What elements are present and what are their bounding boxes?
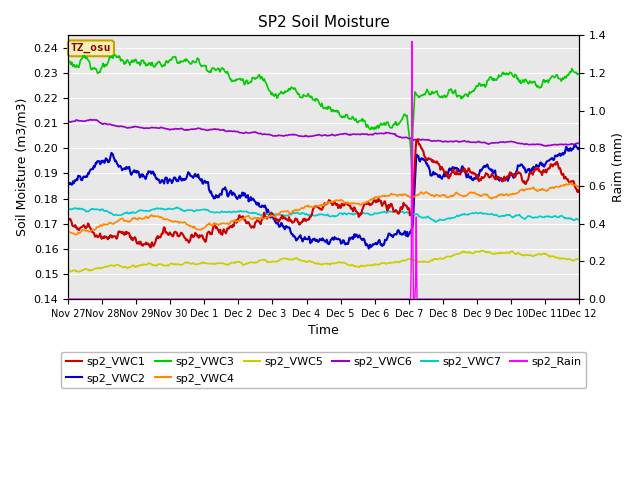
Title: SP2 Soil Moisture: SP2 Soil Moisture: [258, 15, 390, 30]
Y-axis label: Raim (mm): Raim (mm): [612, 132, 625, 202]
Y-axis label: Soil Moisture (m3/m3): Soil Moisture (m3/m3): [15, 98, 28, 236]
Legend: sp2_VWC1, sp2_VWC2, sp2_VWC3, sp2_VWC4, sp2_VWC5, sp2_VWC6, sp2_VWC7, sp2_Rain: sp2_VWC1, sp2_VWC2, sp2_VWC3, sp2_VWC4, …: [61, 352, 586, 388]
Text: TZ_osu: TZ_osu: [70, 43, 111, 53]
X-axis label: Time: Time: [308, 324, 339, 337]
